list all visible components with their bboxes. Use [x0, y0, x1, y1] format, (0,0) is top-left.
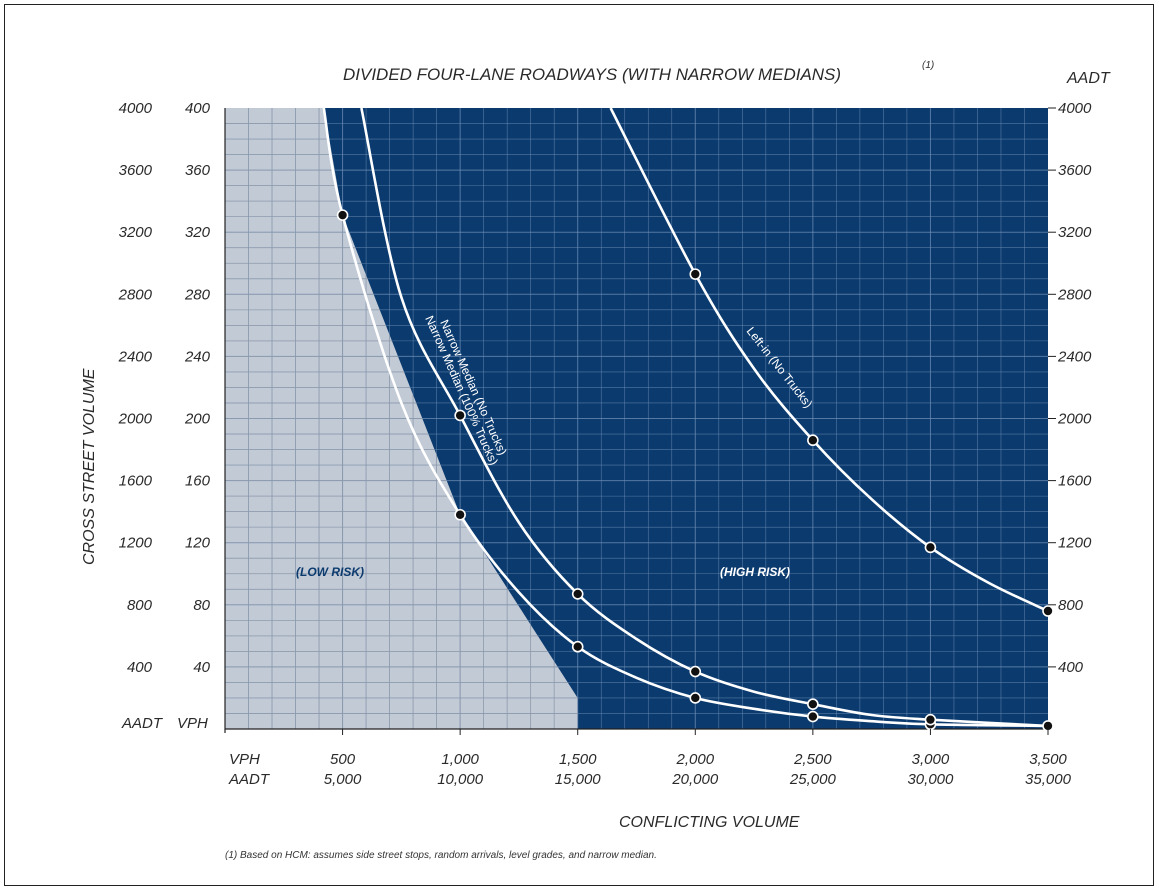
y-tick-label-aadt: 400 — [127, 659, 153, 676]
y-tick-label-right-aadt: 1200 — [1058, 535, 1092, 552]
data-point — [807, 710, 819, 723]
y-tick-label-right-aadt: 1600 — [1058, 473, 1092, 490]
data-point — [454, 508, 466, 521]
high-risk-label: (HIGH RISK) — [720, 565, 790, 579]
axis-ticks: 500 5,000 1,000 10,000 1,500 15,000 2,000 20,00… — [118, 100, 1092, 788]
x-tick-label-aadt: 35,000 — [1025, 771, 1072, 788]
y-tick-label-vph: 320 — [185, 224, 211, 241]
data-point — [807, 698, 819, 710]
y-tick-label-aadt: 800 — [127, 597, 153, 614]
x-tick-label-vph: 1,000 — [441, 751, 479, 768]
x-tick-label-vph: 1,500 — [559, 751, 597, 768]
y-tick-label-aadt: 4000 — [119, 100, 153, 117]
x-tick-label-vph: 3,000 — [912, 751, 950, 768]
y-tick-label-right-aadt: 400 — [1058, 659, 1084, 676]
y-tick-label-vph: 40 — [193, 659, 210, 676]
x-axis-title: CONFLICTING VOLUME — [619, 814, 800, 831]
x-tick-label-aadt: 30,000 — [907, 771, 954, 788]
y-tick-label-vph: 160 — [185, 473, 211, 490]
curves — [322, 107, 1049, 728]
data-point — [571, 640, 584, 653]
data-points — [336, 209, 1054, 732]
y-tick-label-vph: 240 — [184, 348, 211, 365]
y-tick-label-aadt: 2400 — [118, 348, 153, 365]
y-tick-label-aadt: 1200 — [119, 535, 153, 552]
y-tick-label-right-aadt: 4000 — [1058, 100, 1092, 117]
curve-left-in-no-trucks — [609, 107, 1049, 613]
curve-narrow-median-no-trucks — [360, 107, 1049, 728]
curve-narrow-median-100-trucks — [322, 107, 1049, 728]
x-tick-label-aadt: 20,000 — [671, 771, 719, 788]
y-tick-label-aadt: 1600 — [119, 473, 153, 490]
y-tick-label-aadt: 3600 — [119, 162, 153, 179]
x-tick-label-aadt: 5,000 — [324, 771, 362, 788]
y-tick-label-aadt: 2000 — [118, 411, 153, 428]
x-tick-label-vph: 2,500 — [793, 751, 832, 768]
data-point — [924, 713, 937, 726]
data-point — [689, 268, 702, 280]
y-tick-label-vph: 80 — [193, 597, 210, 614]
y-tick-label-vph: 120 — [185, 535, 211, 552]
y-tick-label-right-aadt: 2400 — [1057, 348, 1092, 365]
y-tick-label-vph: 280 — [184, 286, 211, 303]
data-point — [924, 541, 937, 554]
axes — [224, 108, 1050, 733]
x-tick-label-aadt: 25,000 — [789, 771, 837, 788]
y-tick-label-vph: 400 — [185, 100, 211, 117]
x-tick-label-aadt: 10,000 — [437, 771, 484, 788]
x-tick-label-vph: 2,000 — [676, 751, 715, 768]
x-tick-label-vph: 3,500 — [1029, 751, 1067, 768]
y-tick-label-right-aadt: 3600 — [1058, 162, 1092, 179]
data-point — [571, 588, 584, 600]
x-axis-row-label-vph: VPH — [229, 751, 260, 768]
data-point — [689, 692, 702, 704]
y-tick-label-right-aadt: 2000 — [1057, 411, 1092, 428]
data-point — [454, 409, 466, 422]
chart-frame — [4, 4, 1154, 886]
x-axis-row-label-aadt: AADT — [228, 771, 271, 788]
y-tick-label-aadt: 2800 — [118, 286, 153, 303]
chart-title-superscript: (1) — [922, 60, 934, 71]
chart-title: DIVIDED FOUR-LANE ROADWAYS (WITH NARROW … — [343, 65, 841, 84]
data-point — [336, 209, 349, 221]
y-tick-label-right-aadt: 2800 — [1057, 286, 1092, 303]
x-tick-label-vph: 500 — [330, 751, 356, 768]
y-axis-title: CROSS STREET VOLUME — [81, 368, 98, 565]
footnote: (1) Based on HCM: assumes side street st… — [225, 850, 657, 861]
y-tick-label-aadt: 3200 — [119, 224, 153, 241]
y-tick-label-right-aadt: 3200 — [1058, 224, 1092, 241]
data-point — [689, 665, 702, 678]
low-risk-label: (LOW RISK) — [296, 565, 364, 579]
x-tick-label-aadt: 15,000 — [555, 771, 602, 788]
data-point — [1042, 605, 1054, 617]
y-axis-col-label-aadt: AADT — [121, 715, 164, 732]
right-axis-label: AADT — [1066, 70, 1111, 87]
y-tick-label-vph: 200 — [184, 411, 211, 428]
y-tick-label-right-aadt: 800 — [1058, 597, 1084, 614]
y-axis-col-label-vph: VPH — [177, 715, 208, 732]
data-point — [807, 434, 819, 447]
y-tick-label-vph: 360 — [185, 162, 211, 179]
